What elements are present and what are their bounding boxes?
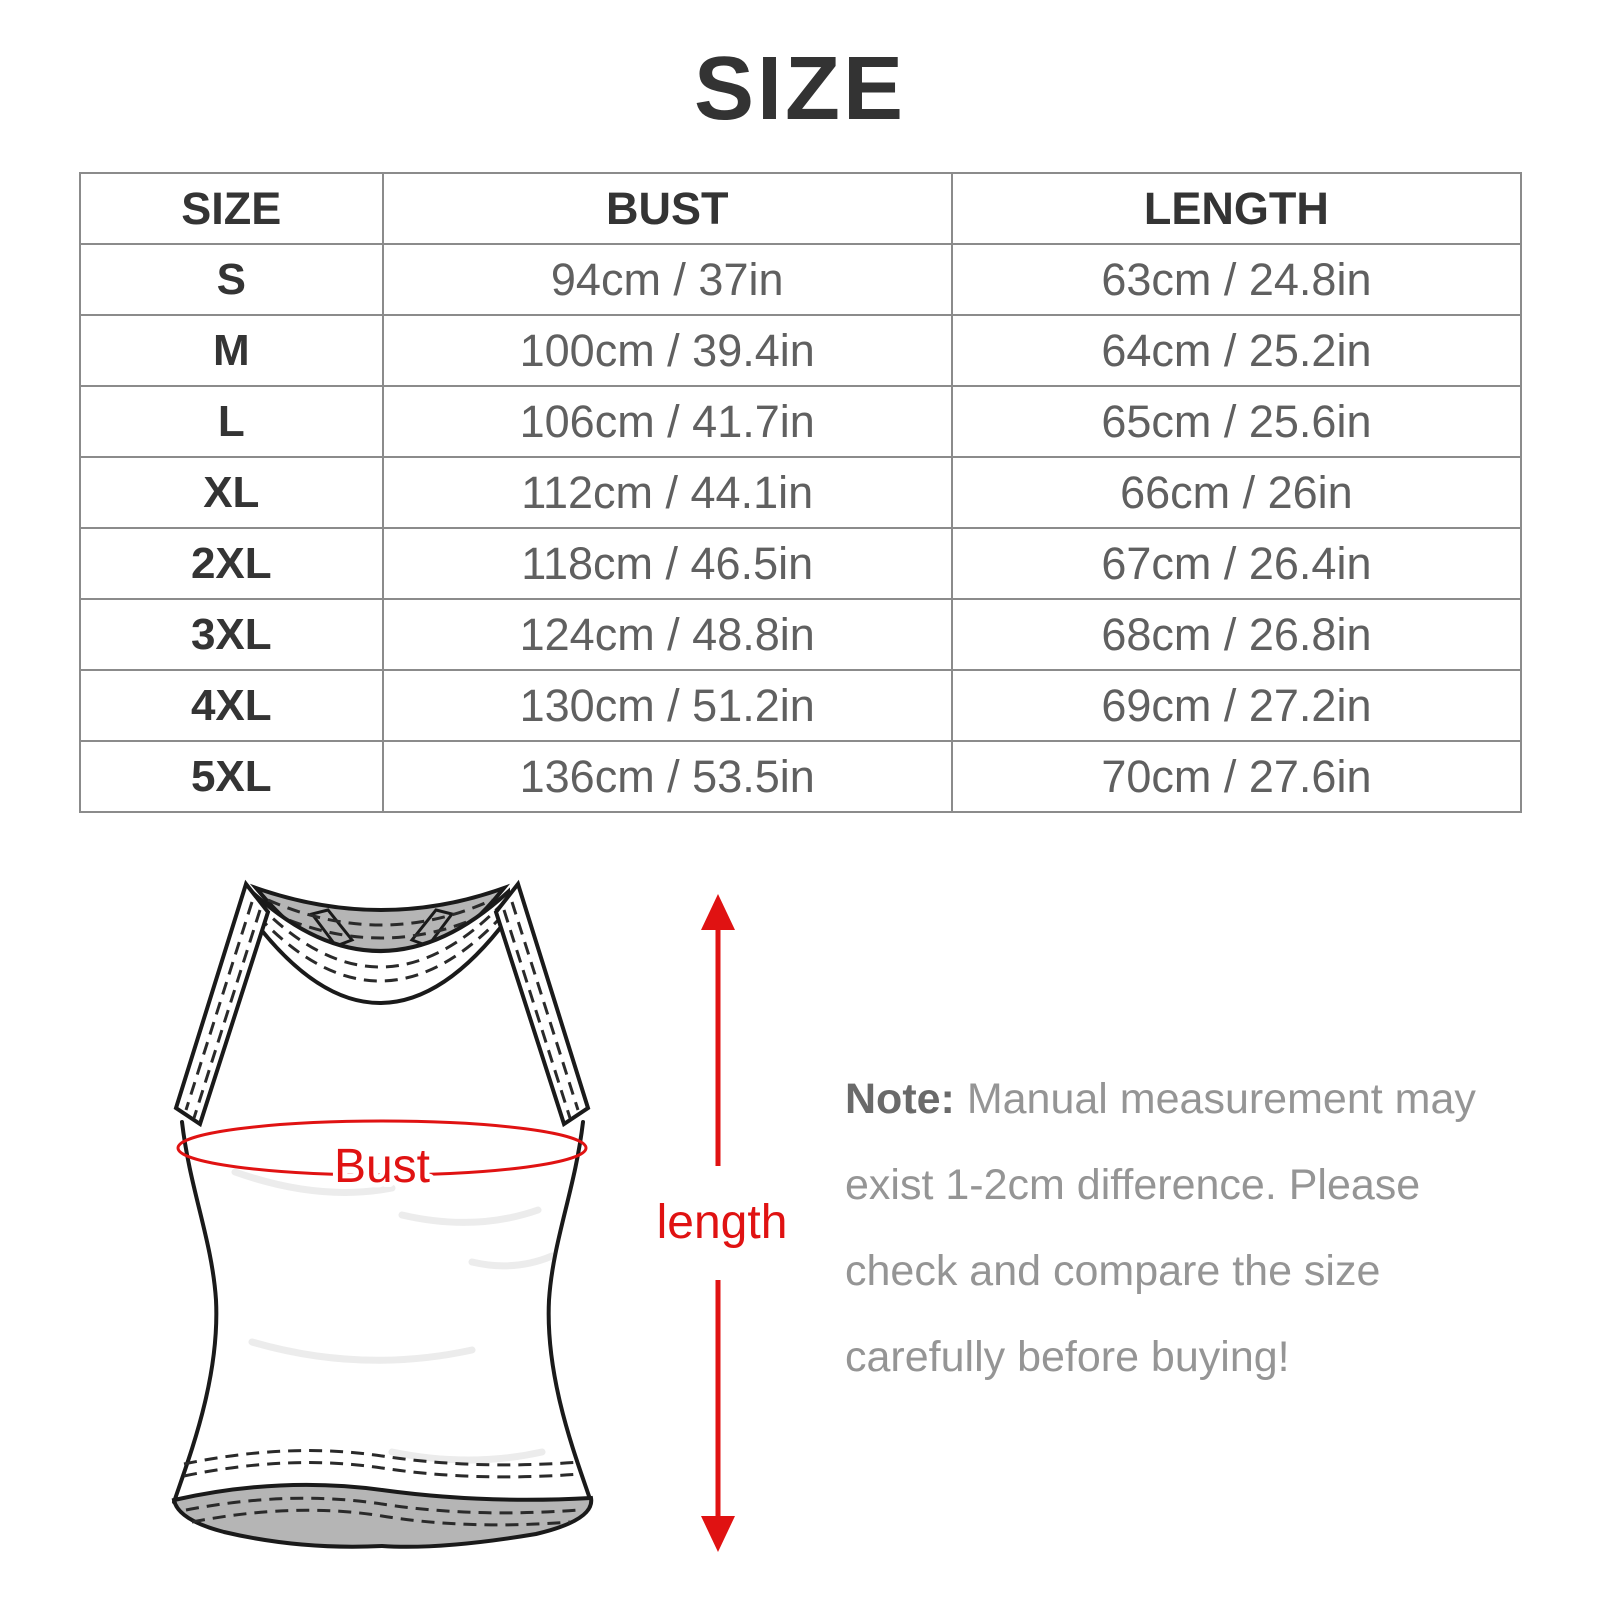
right-strap bbox=[493, 879, 591, 1128]
table-row: S 94cm / 37in 63cm / 24.8in bbox=[79, 243, 1523, 316]
col-header-length: LENGTH bbox=[950, 172, 1523, 245]
table-row: L 106cm / 41.7in 65cm / 25.6in bbox=[79, 385, 1523, 458]
bust-cell: 136cm / 53.5in bbox=[381, 740, 953, 813]
left-strap bbox=[173, 879, 271, 1128]
length-label: length bbox=[657, 1196, 788, 1249]
size-cell: L bbox=[79, 385, 384, 458]
tank-body bbox=[174, 1088, 591, 1559]
length-cell: 67cm / 26.4in bbox=[950, 527, 1523, 600]
fold-line bbox=[388, 1448, 546, 1464]
bust-ellipse bbox=[176, 1119, 588, 1177]
back-strap-hint bbox=[309, 908, 355, 948]
length-arrow-down-head bbox=[701, 1516, 735, 1552]
size-cell: XL bbox=[79, 456, 384, 529]
fold-line bbox=[468, 1252, 556, 1270]
bust-cell: 124cm / 48.8in bbox=[381, 598, 953, 671]
fold-line bbox=[398, 1206, 542, 1226]
bust-label: Bust bbox=[334, 1140, 430, 1193]
neck-back-stitch bbox=[267, 898, 493, 927]
table-row: 2XL 118cm / 46.5in 67cm / 26.4in bbox=[79, 527, 1523, 600]
table-row: M 100cm / 39.4in 64cm / 25.2in bbox=[79, 314, 1523, 387]
table-header-row: SIZE BUST LENGTH bbox=[79, 172, 1523, 245]
note-body: Manual measurement may exist 1-2cm diffe… bbox=[845, 1075, 1476, 1381]
right-strap-stitch bbox=[510, 901, 580, 1111]
bust-cell: 94cm / 37in bbox=[381, 243, 953, 316]
neck-back-stitch bbox=[269, 910, 491, 940]
size-cell: M bbox=[79, 314, 384, 387]
length-cell: 64cm / 25.2in bbox=[950, 314, 1523, 387]
col-header-bust: BUST bbox=[381, 172, 953, 245]
length-cell: 68cm / 26.8in bbox=[950, 598, 1523, 671]
size-table: SIZE BUST LENGTH S 94cm / 37in 63cm / 24… bbox=[79, 172, 1523, 813]
tank-right-outline bbox=[546, 1120, 593, 1504]
size-cell: 5XL bbox=[79, 740, 384, 813]
neckband-stitch bbox=[256, 914, 504, 983]
fold-line bbox=[231, 1168, 396, 1196]
length-cell: 63cm / 24.8in bbox=[950, 243, 1523, 316]
length-arrow-up-head bbox=[701, 894, 735, 930]
tank-left-outline bbox=[172, 1120, 219, 1504]
length-cell: 70cm / 27.6in bbox=[950, 740, 1523, 813]
garment-illustration: Bust length bbox=[171, 879, 792, 1559]
bust-cell: 118cm / 46.5in bbox=[381, 527, 953, 600]
fold-line bbox=[248, 1338, 476, 1364]
length-cell: 69cm / 27.2in bbox=[950, 669, 1523, 742]
length-cell: 66cm / 26in bbox=[950, 456, 1523, 529]
bust-cell: 100cm / 39.4in bbox=[381, 314, 953, 387]
size-cell: S bbox=[79, 243, 384, 316]
table-row: XL 112cm / 44.1in 66cm / 26in bbox=[79, 456, 1523, 529]
bust-cell: 106cm / 41.7in bbox=[381, 385, 953, 458]
left-strap-stitch bbox=[192, 909, 262, 1119]
length-cell: 65cm / 25.6in bbox=[950, 385, 1523, 458]
hem-stitch bbox=[183, 1461, 582, 1479]
col-header-size: SIZE bbox=[79, 172, 384, 245]
neckband-stitch bbox=[256, 902, 504, 969]
note-prefix: Note: bbox=[845, 1075, 955, 1123]
table-row: 4XL 130cm / 51.2in 69cm / 27.2in bbox=[79, 669, 1523, 742]
size-cell: 3XL bbox=[79, 598, 384, 671]
bust-cell: 112cm / 44.1in bbox=[381, 456, 953, 529]
table-row: 3XL 124cm / 48.8in 68cm / 26.8in bbox=[79, 598, 1523, 671]
page-title: SIZE bbox=[693, 39, 907, 139]
bust-cell: 130cm / 51.2in bbox=[381, 669, 953, 742]
size-cell: 4XL bbox=[79, 669, 384, 742]
hem-band-stitch bbox=[191, 1508, 571, 1527]
measurement-note: Note: Manual measurement may exist 1-2cm… bbox=[845, 1056, 1485, 1400]
hem-band-stitch bbox=[185, 1496, 579, 1515]
hem-stitch bbox=[183, 1449, 582, 1467]
table-row: 5XL 136cm / 53.5in 70cm / 27.6in bbox=[79, 740, 1523, 813]
right-strap-stitch bbox=[502, 909, 572, 1119]
size-cell: 2XL bbox=[79, 527, 384, 600]
left-strap-stitch bbox=[184, 901, 254, 1111]
